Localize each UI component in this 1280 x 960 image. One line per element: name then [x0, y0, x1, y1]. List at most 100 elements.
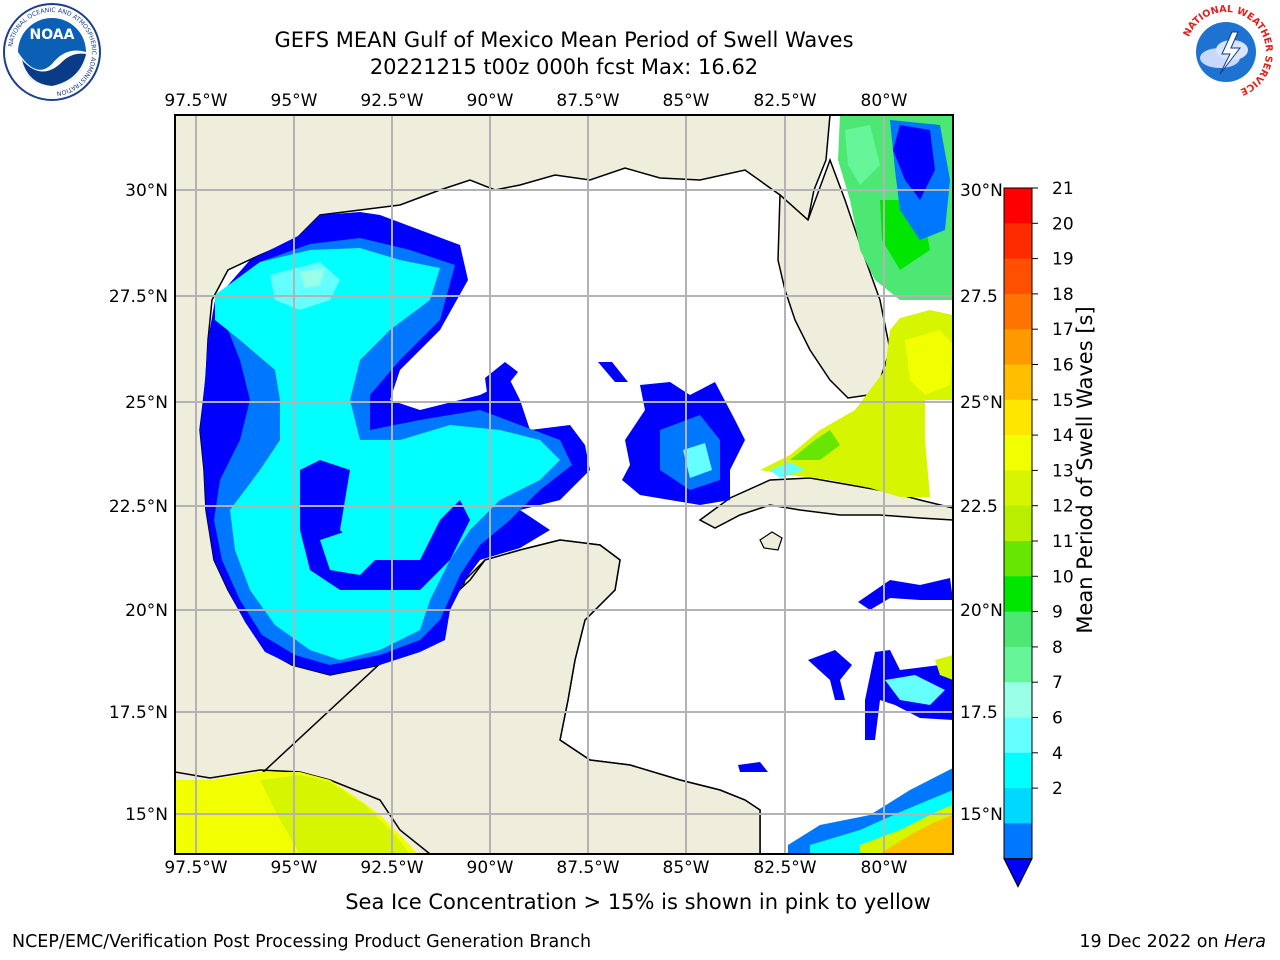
swell-straits-cyan	[770, 462, 805, 478]
swell-atlantic-dark	[893, 125, 935, 200]
swell-west-gulf-light2	[300, 268, 325, 288]
colorbar	[1003, 187, 1033, 888]
footer-machine: Hera	[1224, 932, 1266, 952]
colorbar-tick-label: 2	[1052, 779, 1063, 799]
colorbar-swatch	[1004, 682, 1032, 718]
lon-label-bottom: 80°W	[861, 858, 908, 878]
swell-caribbean-patch-4	[738, 762, 768, 772]
footer-credit: NCEP/EMC/Verification Post Processing Pr…	[12, 932, 592, 952]
footer-date-text: 19 Dec 2022 on	[1079, 932, 1225, 952]
colorbar-swatch	[1004, 823, 1032, 860]
lon-label-bottom: 92.5°W	[360, 858, 423, 878]
colorbar-tick-label: 4	[1052, 744, 1063, 764]
lat-label-left: 15°N	[125, 805, 168, 825]
footer-date: 19 Dec 2022 on Hera	[1079, 932, 1266, 952]
swell-straits-green	[790, 430, 840, 460]
lon-label-bottom: 87.5°W	[556, 858, 619, 878]
map-frame	[174, 114, 954, 855]
colorbar-swatch	[1004, 752, 1032, 789]
colorbar-tick-label: 12	[1052, 497, 1074, 517]
colorbar-tick-labels: 21 20 19 18 17 16 15 14 13 12 11 10 9 8 7 6 4 2	[1032, 179, 1074, 799]
lon-label-bottom: 95°W	[271, 858, 318, 878]
swell-caribbean-patch-2	[808, 650, 852, 700]
sea-ice-caption: Sea Ice Concentration > 15% is shown in …	[345, 890, 931, 914]
colorbar-tick-label: 14	[1052, 426, 1074, 446]
lon-labels-bottom: 97.5°W 95°W 92.5°W 90°W 87.5°W 85°W 82.5°W 80°W	[164, 858, 907, 878]
lon-label-top: 97.5°W	[164, 91, 227, 111]
lon-label-bottom: 85°W	[663, 858, 710, 878]
lat-label-right: 20°N	[960, 601, 1003, 621]
lat-label-right: 30°N	[960, 181, 1003, 201]
colorbar-tick-label: 20	[1052, 214, 1074, 234]
colorbar-tick-label: 6	[1052, 709, 1063, 729]
swell-straits-bright	[905, 330, 953, 395]
colorbar-swatch	[1004, 505, 1032, 542]
lon-label-bottom: 97.5°W	[164, 858, 227, 878]
colorbar-swatch	[1004, 541, 1032, 577]
swell-west-gulf-cyan	[215, 248, 560, 660]
lat-label-left: 25°N	[125, 393, 168, 413]
colorbar-swatch	[1004, 293, 1032, 330]
lat-label-left: 17.5°N	[109, 703, 168, 723]
colorbar-tick-label: 15	[1052, 391, 1074, 411]
colorbar-extend-arrow	[1003, 858, 1033, 888]
swell-caribbean-patch-3c	[935, 655, 953, 680]
svg-text:NOAA: NOAA	[30, 27, 75, 43]
land-yucatan	[175, 539, 761, 854]
colorbar-swatch	[1004, 435, 1032, 471]
lat-label-right: 27.5	[960, 287, 998, 307]
colorbar-swatch	[1004, 364, 1032, 401]
swell-caribbean-patch-1	[858, 578, 953, 610]
colorbar-swatch	[1004, 470, 1032, 507]
lon-labels-top: 97.5°W 95°W 92.5°W 90°W 87.5°W 85°W 82.5°W 80°W	[164, 91, 907, 111]
colorbar-tick-label: 17	[1052, 320, 1074, 340]
map-subtitle: 20221215 t00z 000h fcst Max: 16.62	[369, 55, 759, 79]
swell-small-patch-1	[485, 362, 518, 400]
lon-label-top: 92.5°W	[360, 91, 423, 111]
colorbar-swatch	[1004, 576, 1032, 613]
lat-labels-right: 30°N 27.5 25°N 22.5 20°N 17.5 15°N	[960, 181, 1003, 825]
colorbar-tick-label: 10	[1052, 567, 1074, 587]
swell-central-patch-cyan	[683, 443, 712, 478]
colorbar-swatch	[1004, 646, 1032, 683]
colorbar-tick-label: 11	[1052, 532, 1074, 552]
colorbar-tick-label: 8	[1052, 638, 1063, 658]
colorbar-tick-label: 7	[1052, 673, 1063, 693]
colorbar-outline	[1003, 187, 1033, 860]
lon-label-bottom: 82.5°W	[753, 858, 816, 878]
colorbar-tick-label: 9	[1052, 603, 1063, 623]
map-title: GEFS MEAN Gulf of Mexico Mean Period of …	[274, 28, 854, 52]
swell-caribbean-southeast-orange	[880, 815, 953, 854]
swell-west-gulf-inner-cyan	[320, 530, 380, 575]
swell-small-patch-2	[598, 362, 628, 382]
colorbar-tick-label: 16	[1052, 356, 1074, 376]
lon-label-top: 87.5°W	[556, 91, 619, 111]
colorbar-swatch	[1004, 788, 1032, 824]
swell-atlantic-cyan	[845, 125, 880, 185]
noaa-logo: NOAA NATIONAL OCEANIC AND ATMOSPHERIC AD…	[3, 3, 101, 101]
colorbar-tick-label: 19	[1052, 250, 1074, 270]
colorbar-tick-label: 13	[1052, 461, 1074, 481]
lat-label-left: 27.5°N	[109, 287, 168, 307]
land-jamaica	[759, 531, 783, 551]
land-cuba	[698, 477, 953, 529]
colorbar-label: Mean Period of Swell Waves [s]	[1073, 306, 1097, 634]
lon-label-bottom: 90°W	[467, 858, 514, 878]
colorbar-swatch	[1004, 258, 1032, 295]
colorbar-swatch	[1004, 188, 1032, 224]
lon-label-top: 80°W	[861, 91, 908, 111]
colorbar-tick-label: 21	[1052, 179, 1074, 199]
map-gridlines	[175, 115, 953, 854]
colorbar-tick-label: 18	[1052, 285, 1074, 305]
colorbar-swatch	[1004, 223, 1032, 260]
lat-label-right: 25°N	[960, 393, 1003, 413]
colorbar-swatch	[1004, 611, 1032, 648]
lat-label-right: 15°N	[960, 805, 1003, 825]
lat-label-left: 20°N	[125, 601, 168, 621]
lat-label-left: 30°N	[125, 181, 168, 201]
lon-label-top: 95°W	[271, 91, 318, 111]
lat-label-right: 17.5	[960, 703, 998, 723]
colorbar-swatch	[1004, 399, 1032, 436]
nws-logo: NATIONAL WEATHER SERVICE	[1178, 4, 1274, 100]
